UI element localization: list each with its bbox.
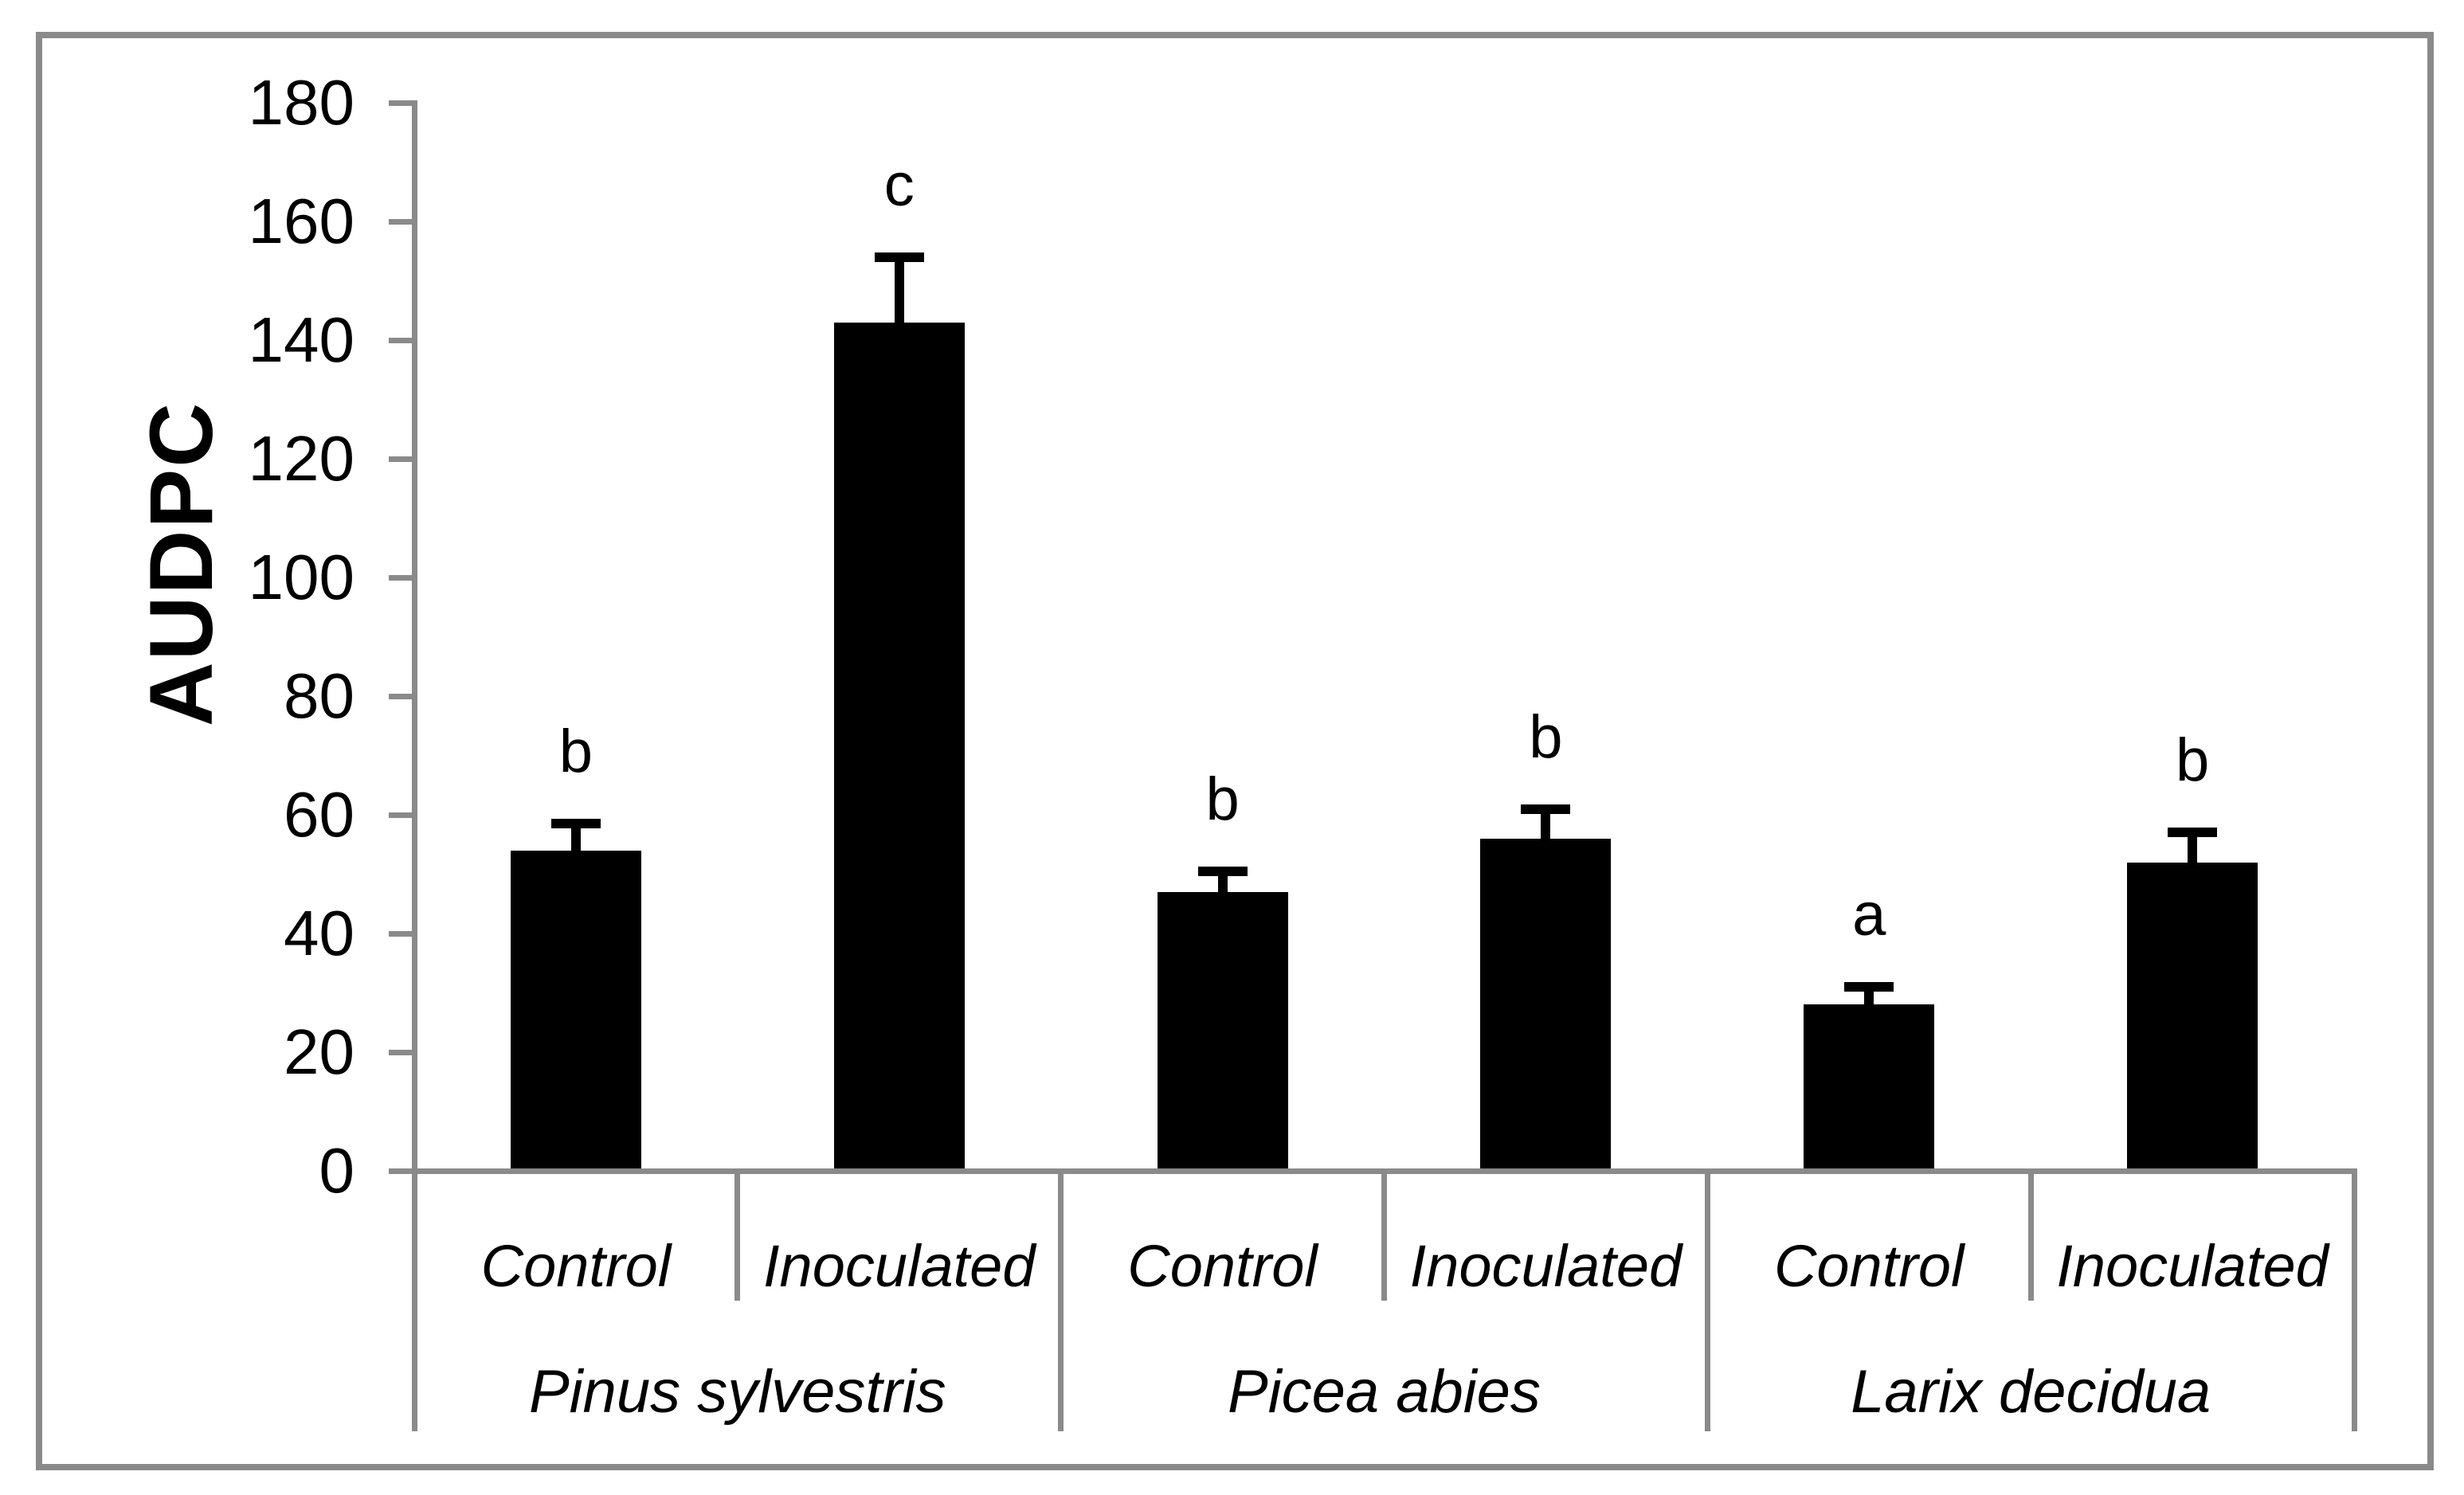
species-label: Pinus sylvestris [528, 1358, 946, 1426]
y-axis-line [411, 100, 417, 1431]
error-bar-cap [2168, 828, 2218, 838]
category-separator [1381, 1171, 1387, 1301]
significance-letter: a [1852, 881, 1886, 949]
y-axis-tick-label: 140 [248, 304, 355, 375]
error-bar-stem [1541, 808, 1551, 839]
error-bar-cap [1521, 804, 1571, 814]
significance-letter: c [883, 151, 915, 219]
error-bar-stem [894, 256, 904, 323]
y-axis-tick [389, 930, 417, 937]
y-axis-tick [389, 100, 417, 106]
error-bar-stem [2188, 832, 2198, 863]
significance-letter: b [1529, 702, 1563, 771]
group-separator [1704, 1171, 1710, 1431]
treatment-label: Control [1773, 1233, 1965, 1299]
x-axis-line [411, 1168, 2357, 1174]
table-right-border [2351, 1171, 2357, 1431]
treatment-label: Control [480, 1233, 672, 1299]
y-axis-tick-label: 100 [248, 542, 355, 612]
species-label: Picea abies [1228, 1358, 1541, 1426]
significance-letter: b [558, 718, 593, 786]
treatment-label: Inoculated [1409, 1233, 1682, 1299]
error-bar-cap [550, 819, 601, 829]
error-bar-cap [1844, 982, 1894, 992]
significance-letter: b [1205, 765, 1240, 833]
bar [833, 322, 965, 1171]
bar [2127, 862, 2258, 1171]
y-axis-tick-label: 180 [248, 67, 355, 138]
y-axis-tick-label: 120 [248, 423, 355, 494]
y-axis-tick-label: 0 [319, 1135, 355, 1206]
figure-border [36, 32, 2434, 1470]
treatment-label: Inoculated [762, 1233, 1036, 1299]
significance-letter: b [2175, 726, 2210, 795]
y-axis-tick-label: 80 [284, 660, 355, 731]
error-bar-stem [570, 824, 581, 851]
category-separator [2027, 1171, 2034, 1301]
error-bar-cap [1197, 866, 1248, 876]
y-axis-tick-label: 160 [248, 186, 355, 256]
bar [1480, 838, 1612, 1171]
y-axis-tick [389, 1168, 417, 1174]
category-separator [734, 1171, 741, 1301]
bar [510, 850, 641, 1171]
y-axis-tick [389, 218, 417, 225]
y-axis-tick [389, 337, 417, 343]
bar [1804, 1004, 1935, 1171]
y-axis-tick-label: 60 [284, 779, 355, 850]
y-axis-tick [389, 456, 417, 462]
y-axis-tick-label: 20 [284, 1016, 355, 1087]
y-axis-tick [389, 1049, 417, 1055]
treatment-label: Control [1127, 1233, 1318, 1299]
treatment-label: Inoculated [2056, 1233, 2329, 1299]
group-separator [1058, 1171, 1064, 1431]
error-bar-cap [874, 252, 924, 262]
error-bar-stem [1217, 871, 1228, 892]
y-axis-tick [389, 812, 417, 818]
bar [1157, 891, 1288, 1171]
species-label: Larix decidua [1851, 1358, 2211, 1426]
y-axis-tick-label: 40 [284, 898, 355, 969]
y-axis-tick [389, 693, 417, 699]
y-axis-tick [389, 574, 417, 581]
